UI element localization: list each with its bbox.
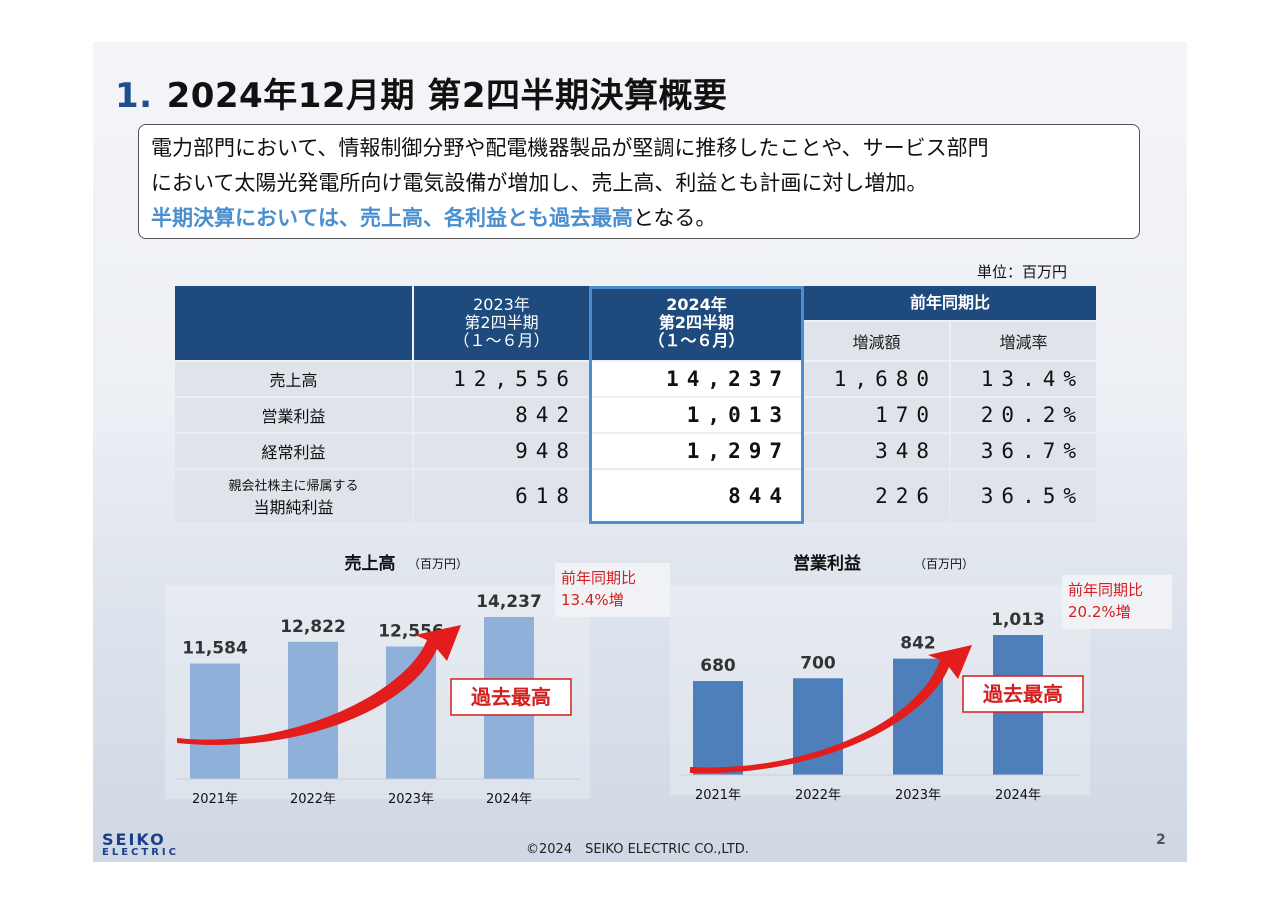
operating-profit-chart: 営業利益 （百万円） 680 2021年 700 2022年 842 2023年 1,013 20…	[670, 553, 1172, 803]
chart-title: 営業利益	[793, 553, 861, 574]
chart-category-label: 2023年	[388, 792, 434, 807]
chart-category-label: 2024年	[486, 792, 532, 807]
header-rate: 増減率	[951, 322, 1096, 360]
cell-current: 1,297	[591, 434, 802, 468]
chart-value-label: 1,013	[991, 610, 1045, 630]
unit-label: 単位：百万円	[977, 263, 1068, 281]
row-label: 売上高	[175, 362, 412, 396]
chart-unit: （百万円）	[408, 557, 468, 571]
summary-line-3-rest: となる。	[632, 206, 717, 230]
yoy-box	[555, 563, 670, 617]
table-corner	[175, 286, 412, 360]
chart-category-label: 2023年	[895, 788, 941, 803]
summary-line-1: 電力部門において、情報制御分野や配電機器製品が堅調に推移したことや、サービス部門	[151, 136, 989, 160]
chart-value-label: 842	[900, 634, 936, 654]
record-badge	[962, 675, 1084, 713]
summary-line-2: において太陽光発電所向け電気設備が増加し、売上高、利益とも計画に対し増加。	[151, 171, 928, 195]
yoy-label: 前年同期比	[1068, 581, 1143, 599]
growth-arrow-icon	[177, 625, 461, 745]
chart-bar	[288, 641, 338, 779]
row-label: 親会社株主に帰属する 当期純利益	[175, 470, 412, 522]
header-current-period: 2024年 第2四半期 （１～６月）	[591, 286, 802, 360]
header-prev-period: 2023年 第2四半期 （１～６月）	[414, 286, 589, 360]
cell-prev: 12,556	[414, 362, 589, 396]
summary-line-3: 半期決算においては、売上高、各利益とも過去最高となる。	[151, 201, 1127, 236]
chart-value-label: 14,237	[476, 592, 542, 612]
sales-chart: 売上高 （百万円）11,5842021年12,8222022年12,5562023…	[165, 553, 670, 807]
cell-diff: 348	[804, 434, 949, 468]
financial-table: 2023年 第2四半期 （１～６月） 2024年 第2四半期 （１～６月） 前年…	[173, 284, 1098, 524]
chart-bar	[190, 663, 240, 779]
company-logo: SEIKO ELECTRIC	[102, 832, 200, 858]
growth-arrow-icon	[690, 645, 972, 774]
header-yoy: 前年同期比	[804, 286, 1096, 320]
record-badge-text: 過去最高	[983, 682, 1063, 706]
chart-category-label: 2022年	[795, 788, 841, 803]
chart-category-label: 2024年	[995, 788, 1041, 803]
chart-value-label: 680	[700, 656, 736, 676]
yoy-label: 前年同期比	[561, 569, 636, 587]
copyright: ©2024 SEIKO ELECTRIC CO.,LTD.	[526, 842, 749, 857]
chart-title: 売上高	[345, 553, 396, 574]
summary-box: 電力部門において、情報制御分野や配電機器製品が堅調に推移したことや、サービス部門…	[138, 124, 1140, 239]
chart-category-label: 2021年	[695, 788, 741, 803]
header-diff: 増減額	[804, 322, 949, 360]
chart-unit: （百万円）	[914, 557, 974, 571]
cell-current: 14,237	[591, 362, 802, 396]
cell-rate: 13.4%	[951, 362, 1096, 396]
yoy-value: 20.2%増	[1068, 603, 1131, 621]
page-number: 2	[1156, 832, 1166, 848]
cell-current: 844	[591, 470, 802, 522]
chart-category-label: 2021年	[192, 792, 238, 807]
page-title: 1. 2024年12月期 第2四半期決算概要	[115, 68, 728, 117]
cell-rate: 36.5%	[951, 470, 1096, 522]
cell-prev: 618	[414, 470, 589, 522]
record-badge-text: 過去最高	[471, 685, 551, 709]
logo-text-bottom: ELECTRIC	[102, 847, 179, 858]
cell-current: 1,013	[591, 398, 802, 432]
title-text: 2024年12月期 第2四半期決算概要	[166, 76, 728, 116]
cell-diff: 170	[804, 398, 949, 432]
chart-value-label: 700	[800, 653, 836, 673]
cell-prev: 948	[414, 434, 589, 468]
cell-prev: 842	[414, 398, 589, 432]
chart-category-label: 2022年	[290, 792, 336, 807]
yoy-value: 13.4%増	[561, 591, 624, 609]
cell-rate: 36.7%	[951, 434, 1096, 468]
row-label: 営業利益	[175, 398, 412, 432]
title-number: 1.	[115, 76, 153, 116]
cell-diff: 1,680	[804, 362, 949, 396]
logo-text-top: SEIKO	[102, 830, 166, 849]
chart-bar	[693, 681, 743, 775]
yoy-box	[1062, 575, 1172, 629]
cell-diff: 226	[804, 470, 949, 522]
chart-value-label: 11,584	[182, 639, 248, 659]
record-badge	[450, 678, 572, 716]
chart-value-label: 12,822	[280, 617, 346, 637]
cell-rate: 20.2%	[951, 398, 1096, 432]
summary-highlight: 半期決算においては、売上高、各利益とも過去最高	[151, 206, 633, 230]
row-label: 経常利益	[175, 434, 412, 468]
